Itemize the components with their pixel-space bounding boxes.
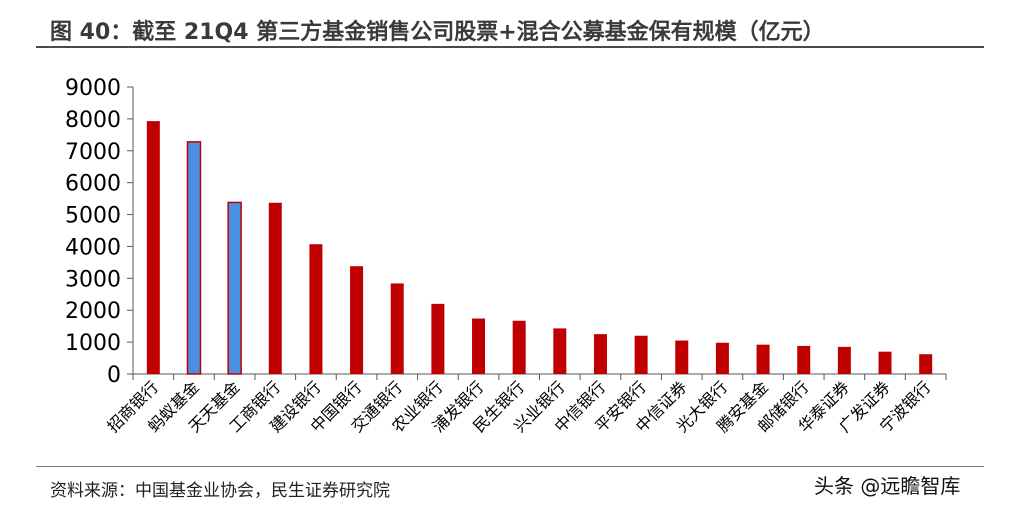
bar [268,202,282,374]
bar [797,345,811,374]
bar [878,351,892,374]
y-tick-label: 2000 [65,299,121,324]
y-tick-label: 1000 [65,331,121,356]
bar [227,201,242,375]
bar [472,318,486,374]
bar [350,266,364,374]
y-tick-label: 4000 [65,235,121,260]
y-tick-label: 8000 [65,108,121,133]
y-tick-label: 6000 [65,172,121,197]
bar [715,342,729,374]
bar [675,340,689,374]
y-tick-label: 7000 [65,140,121,165]
bar [593,334,607,374]
watermark: 头条 @远瞻智库 [814,474,961,498]
bar [390,283,404,374]
y-tick-label: 9000 [65,76,121,101]
footer-divider [36,466,984,467]
bar [512,320,526,374]
title-divider [36,46,984,48]
bar [186,141,202,375]
bar [146,121,160,374]
bar [756,344,770,374]
bar [309,244,323,374]
y-tick-label: 0 [107,363,121,388]
bar [431,303,445,374]
bar [837,346,851,374]
bar [553,328,567,374]
y-tick-label: 3000 [65,267,121,292]
source-note: 资料来源：中国基金业协会，民生证券研究院 [50,481,390,501]
y-tick-label: 5000 [65,204,121,229]
bar [634,335,648,374]
bar [919,354,933,374]
chart-title: 图 40：截至 21Q4 第三方基金销售公司股票+混合公募基金保有规模（亿元） [50,20,825,45]
